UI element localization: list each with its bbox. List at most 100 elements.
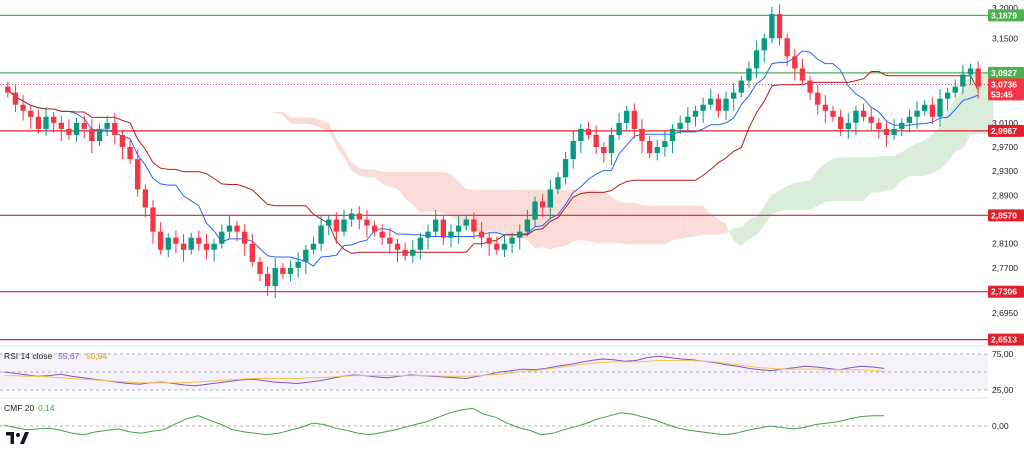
cloud-segment <box>290 117 299 124</box>
cloud-segment <box>680 205 688 240</box>
candle-body <box>883 128 890 135</box>
rsi-value: 55,67 <box>58 351 80 361</box>
candle-body <box>761 38 767 51</box>
candle-body <box>402 249 408 256</box>
cloud-segment <box>313 117 322 129</box>
cloud-segment <box>710 214 719 235</box>
candle-body <box>180 243 187 250</box>
candle-body <box>127 147 133 160</box>
cloud-segment <box>496 189 505 234</box>
cloud-segment <box>664 205 673 245</box>
y-tick-label-2: 3,0100 <box>992 118 1018 128</box>
candle-body <box>89 128 95 141</box>
candle-body <box>570 140 576 160</box>
cloud-segment <box>596 189 604 244</box>
cloud-segment <box>802 180 811 210</box>
cloud-segment <box>619 202 627 245</box>
horizontal-levels <box>0 14 988 341</box>
candle-body <box>662 140 668 148</box>
candle-body <box>868 116 874 123</box>
cloud-segment <box>787 183 795 210</box>
cloud-segment <box>970 73 979 135</box>
cloud-segment <box>275 111 283 116</box>
countdown-text: 53:45 <box>991 89 1013 99</box>
candle-body <box>219 231 225 244</box>
candle-body <box>50 116 57 123</box>
candle-body <box>914 110 920 117</box>
candle-body <box>333 219 340 232</box>
candle-body <box>922 104 928 111</box>
cloud-segment <box>978 73 986 134</box>
cloud-segment <box>817 163 826 206</box>
cmf-label: CMF 20 <box>4 403 35 413</box>
candle-body <box>830 110 836 117</box>
rsi-label: RSI 14 close <box>4 351 52 361</box>
cloud-segment <box>351 162 360 177</box>
cloud-segment <box>450 174 459 223</box>
candle-body <box>66 128 72 135</box>
cloud-segment <box>848 157 856 201</box>
candle-body <box>455 225 462 232</box>
cloud-segment <box>359 168 367 178</box>
level-tag-text-4: 2,7306 <box>991 287 1017 297</box>
candle-body <box>799 68 806 81</box>
candle-body <box>815 92 821 105</box>
cloud-segment <box>917 140 925 177</box>
candle-body <box>20 104 26 111</box>
candle-body <box>43 116 49 129</box>
cloud-segment <box>206 89 215 97</box>
cloud-segment <box>382 171 390 187</box>
cloud-segment <box>756 205 765 236</box>
candle-body <box>860 110 867 117</box>
price-tags: 3,1879 3,0927 2,9967 2,8570 2,7306 2,6513 3,07… <box>988 9 1024 346</box>
cloud-segment <box>634 202 642 245</box>
cloud-segment <box>344 149 352 171</box>
candle-body <box>471 219 477 232</box>
cloud-segment <box>603 191 612 244</box>
level-tag-1 <box>988 66 1024 79</box>
candle-body <box>975 68 981 87</box>
cloud-segment <box>886 156 895 191</box>
candle-body <box>96 128 103 141</box>
y-tick-label-7: 2,7700 <box>992 263 1018 273</box>
cloud-segment <box>214 96 222 102</box>
candle-body <box>631 110 638 129</box>
candle-body <box>226 225 233 232</box>
cloud-segment <box>764 194 772 225</box>
cloud-segment <box>962 74 971 149</box>
cloud-segment <box>489 189 497 233</box>
candle-body <box>119 134 126 148</box>
candle-body <box>211 243 217 250</box>
candle-body <box>876 122 882 129</box>
kijun-line <box>7 71 979 254</box>
cloud-segment <box>878 156 887 193</box>
cloud-segment <box>237 107 245 109</box>
cloud-segment <box>726 223 734 242</box>
cloud-segment <box>641 205 650 245</box>
cloud-segment <box>626 202 635 245</box>
cloud-segment <box>298 117 306 124</box>
level-tag-0 <box>988 9 1024 22</box>
rsi-tick-label-1: 25,00 <box>992 385 1014 395</box>
candle-body <box>853 110 859 123</box>
candle-body <box>524 219 531 232</box>
cloud-segment <box>611 196 620 244</box>
cloud-segment <box>321 120 329 131</box>
candle-body <box>310 243 317 250</box>
cloud-segment <box>718 218 727 235</box>
tradingview-logo-icon[interactable] <box>6 432 29 444</box>
candle-body <box>746 68 752 81</box>
candle-body <box>104 122 110 129</box>
cloud-segment <box>443 171 451 216</box>
cmf-value: 0,14 <box>38 403 55 413</box>
level-tag-3 <box>988 209 1024 222</box>
candle-body <box>906 116 913 123</box>
candle-body <box>891 128 897 135</box>
candle-body <box>601 147 607 154</box>
candle-body <box>837 116 844 129</box>
cloud-segment <box>557 189 566 248</box>
candle-body <box>616 122 622 135</box>
candle-body <box>792 56 798 69</box>
cloud-segment <box>825 158 834 203</box>
